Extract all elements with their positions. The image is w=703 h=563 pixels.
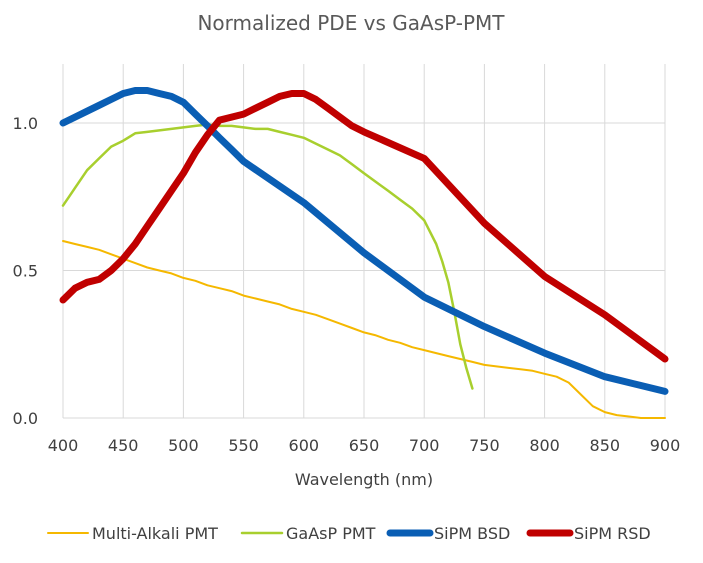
legend-label: SiPM BSD bbox=[434, 524, 510, 543]
x-axis-ticks: 400 450 500 550 600 650 700 750 800 850 900 bbox=[48, 436, 681, 455]
y-tick-label: 1.0 bbox=[13, 114, 38, 133]
legend-item-sipm-rsd: SiPM RSD bbox=[526, 524, 651, 543]
legend-label: SiPM RSD bbox=[574, 524, 651, 543]
series-lines bbox=[59, 87, 669, 419]
y-axis-ticks: 0.0 0.5 1.0 bbox=[13, 114, 38, 428]
series-line-multi-alkali-pmt bbox=[62, 240, 666, 419]
x-tick-label: 700 bbox=[409, 436, 440, 455]
legend-label: Multi-Alkali PMT bbox=[92, 524, 218, 543]
chart-title: Normalized PDE vs GaAsP-PMT bbox=[197, 11, 505, 35]
x-tick-label: 750 bbox=[469, 436, 500, 455]
legend-item-sipm-bsd: SiPM BSD bbox=[386, 524, 510, 543]
x-tick-label: 650 bbox=[349, 436, 380, 455]
legend-item-multi-alkali-pmt: Multi-Alkali PMT bbox=[47, 524, 218, 543]
y-tick-label: 0.5 bbox=[13, 262, 38, 281]
series-line-sipm-bsd bbox=[59, 87, 669, 395]
x-tick-label: 550 bbox=[228, 436, 259, 455]
x-tick-label: 600 bbox=[289, 436, 320, 455]
x-tick-label: 400 bbox=[48, 436, 79, 455]
x-axis-title: Wavelength (nm) bbox=[295, 470, 433, 489]
x-tick-label: 900 bbox=[650, 436, 681, 455]
series-line-gaasp-pmt bbox=[61, 123, 474, 390]
y-tick-label: 0.0 bbox=[13, 409, 38, 428]
x-tick-label: 800 bbox=[529, 436, 560, 455]
series-line-sipm-rsd bbox=[59, 90, 669, 363]
x-tick-label: 450 bbox=[108, 436, 139, 455]
legend-label: GaAsP PMT bbox=[286, 524, 376, 543]
legend-item-gaasp-pmt: GaAsP PMT bbox=[240, 524, 376, 543]
legend: Multi-Alkali PMT GaAsP PMT SiPM BSD SiPM RS… bbox=[47, 524, 651, 543]
x-tick-label: 850 bbox=[590, 436, 621, 455]
x-tick-label: 500 bbox=[168, 436, 199, 455]
